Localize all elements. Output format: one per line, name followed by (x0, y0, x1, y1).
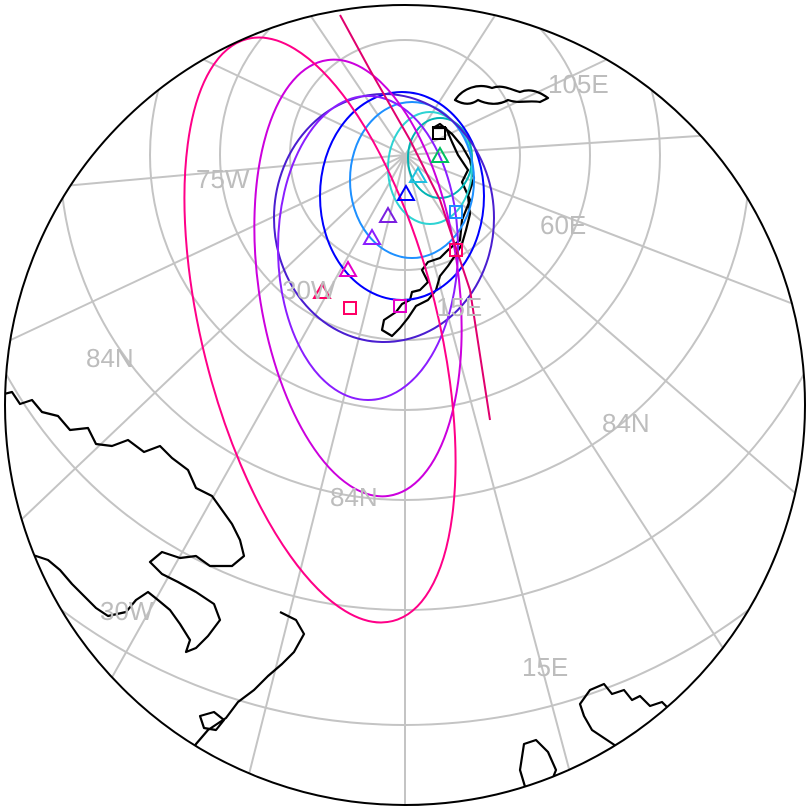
label-84n-left: 84N (86, 343, 134, 373)
triangle-marker-6 (338, 259, 358, 277)
meridian-15 (404, 5, 506, 156)
coast-far-bottom (518, 738, 558, 802)
meridian-14 (299, 5, 406, 156)
label-30w-outer: 30W (100, 596, 154, 626)
label-105e: 105E (548, 69, 609, 99)
triangle-marker-5 (362, 227, 382, 245)
meridian-7 (404, 154, 805, 506)
track-line (339, 14, 491, 421)
graticule-labels: 105E 75W 60E 30W 15E 84N 84N 84N 30W 15E (86, 69, 650, 682)
ellipse-track-3 (349, 101, 475, 259)
ellipse-track-8 (183, 36, 457, 624)
coast-greenland-coast (380, 122, 476, 338)
label-15e-inner: 15E (436, 292, 482, 322)
label-75w: 75W (196, 164, 250, 194)
label-15e-outer: 15E (522, 652, 568, 682)
meridian-10 (19, 154, 406, 191)
triangle-marker-2 (408, 165, 428, 183)
square-marker-2 (449, 205, 463, 219)
triangle-marker-4 (378, 205, 398, 223)
square-marker-1 (432, 126, 446, 140)
coast-small-west (198, 710, 226, 732)
meridian-3 (404, 154, 581, 805)
square-marker-3 (343, 301, 357, 315)
ellipses (183, 36, 495, 624)
markers (312, 126, 463, 315)
label-84n-right: 84N (602, 408, 650, 438)
ellipse-track-7 (253, 58, 463, 498)
triangle-marker-7 (312, 281, 332, 299)
coast-ellesmere (5, 390, 246, 654)
meridian-2 (239, 154, 406, 805)
meridian-8 (5, 154, 406, 346)
ellipse-track-6 (277, 95, 459, 401)
coast-small-island (453, 84, 550, 105)
label-84n-center: 84N (330, 482, 378, 512)
triangle-marker-1 (430, 145, 450, 163)
label-30w-inner: 30W (282, 275, 336, 305)
label-60e: 60E (540, 210, 586, 240)
triangle-marker-3 (396, 183, 416, 201)
square-marker-4 (393, 299, 407, 313)
map-boundary (4, 4, 806, 806)
meridian-4 (59, 154, 406, 771)
square-marker-5 (449, 243, 463, 257)
